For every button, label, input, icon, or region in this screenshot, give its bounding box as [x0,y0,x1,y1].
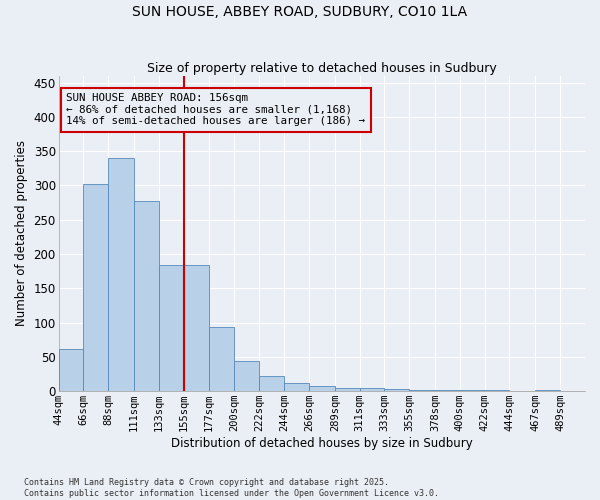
Bar [284,383,309,391]
Bar [485,390,509,391]
Bar [409,390,435,391]
Bar [235,361,259,391]
Text: SUN HOUSE, ABBEY ROAD, SUDBURY, CO10 1LA: SUN HOUSE, ABBEY ROAD, SUDBURY, CO10 1LA [133,5,467,19]
Bar [460,390,485,391]
Bar [309,386,335,391]
Title: Size of property relative to detached houses in Sudbury: Size of property relative to detached ho… [147,62,497,74]
Text: SUN HOUSE ABBEY ROAD: 156sqm
← 86% of detached houses are smaller (1,168)
14% of: SUN HOUSE ABBEY ROAD: 156sqm ← 86% of de… [67,93,365,126]
Bar [259,376,284,391]
Bar [435,390,460,391]
Bar [359,388,385,391]
Bar [134,201,159,391]
Bar [385,389,409,391]
Bar [535,390,560,391]
Text: Contains HM Land Registry data © Crown copyright and database right 2025.
Contai: Contains HM Land Registry data © Crown c… [24,478,439,498]
Bar [335,388,359,391]
Y-axis label: Number of detached properties: Number of detached properties [15,140,28,326]
Bar [209,328,235,391]
Bar [108,158,134,391]
Bar [159,265,184,391]
X-axis label: Distribution of detached houses by size in Sudbury: Distribution of detached houses by size … [171,437,473,450]
Bar [184,265,209,391]
Bar [59,348,83,391]
Bar [83,184,108,391]
